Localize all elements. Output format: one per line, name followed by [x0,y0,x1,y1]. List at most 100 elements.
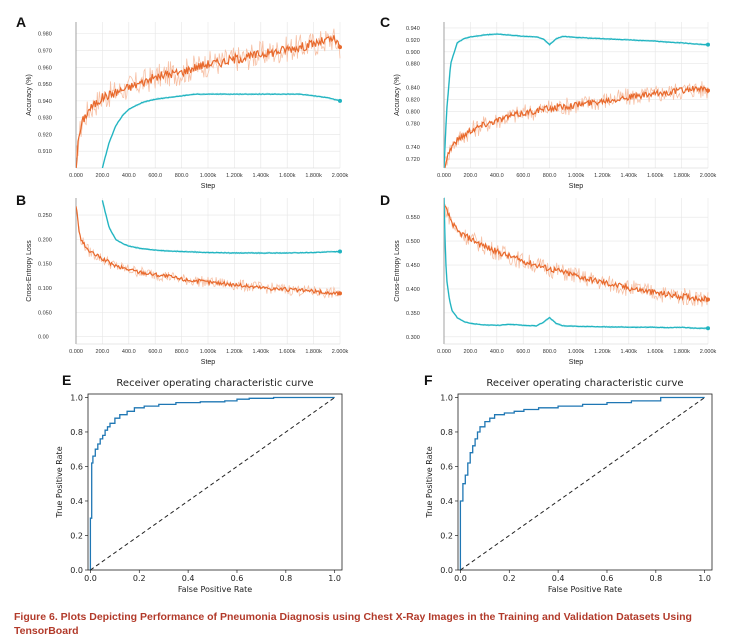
chart-title: Receiver operating characteristic curve [486,378,683,389]
x-tick-label: 2.000k [332,173,349,179]
x-tick-label: 1.400k [253,349,270,355]
y-tick-label: 0.940 [38,99,52,105]
x-tick-label: 800.0 [175,173,189,179]
panel-letter: F [424,372,433,388]
y-tick-label: 0.6 [440,462,453,471]
series-line-val [444,197,709,330]
panel-e: E Receiver operating characteristic curve… [10,370,370,600]
x-tick-label: 800.0 [543,173,557,179]
chart-svg-d: 0.000 200.0 400.0 600.0 800.0 1.000k 1.200k 1.4… [394,197,717,366]
x-tick-label: 1.600k [647,173,664,179]
panel-f: F Receiver operating characteristic curve… [380,370,740,600]
y-tick-label: 0.740 [406,145,420,151]
x-tick-label: 0.000 [437,349,451,355]
x-tick-label: 200.0 [464,349,478,355]
y-tick-label: 0.940 [406,26,420,32]
y-axis-label: Cross-Entropy Loss [394,240,401,302]
x-tick-label: 1.0 [328,574,341,583]
x-tick-label: 1.400k [621,173,638,179]
chart-svg-b: 0.000 200.0 400.0 600.0 800.0 1.000k 1.200k 1.4… [26,198,349,366]
y-tick-label: 0.950 [38,82,52,88]
x-tick-label: 600.0 [148,349,162,355]
x-tick-label: 400.0 [490,349,504,355]
chart-svg-e: Receiver operating characteristic curve 0… [55,378,343,594]
x-tick-label: 1.200k [226,173,243,179]
chart-svg-a: 0.000 200.0 400.0 600.0 800.0 1.000k 1.200k 1.4… [26,22,349,190]
x-tick-label: 400.0 [122,173,136,179]
x-tick-label: 0.4 [182,574,195,583]
x-axis-label: Step [201,183,216,190]
y-tick-label: 0.250 [38,213,52,219]
panel-d: D 0.000 200.0 400.0 600.0 800.0 1.000k 1.200k 1.… [378,184,728,370]
x-tick-label: 600.0 [148,173,162,179]
roc-curve [459,396,705,570]
series-line-val [101,200,341,254]
y-tick-label: 0.550 [406,215,420,221]
y-tick-label: 0.450 [406,263,420,269]
x-tick-label: 1.000k [200,349,217,355]
x-tick-label: 800.0 [543,349,557,355]
y-tick-label: 0.4 [440,497,453,506]
x-tick-label: 600.0 [516,349,530,355]
chance-line [90,397,335,571]
panel-a: A 0.000 200.0 400.0 600.0 800.0 1.000k 1.200k 1.… [10,8,360,190]
y-tick-label: 0.900 [406,50,420,56]
y-tick-label: 0.920 [406,38,420,44]
x-tick-label: 1.400k [253,173,270,179]
x-tick-label: 1.800k [305,349,322,355]
x-tick-label: 1.000k [568,349,585,355]
x-tick-label: 0.6 [601,574,614,583]
y-tick-label: 0.300 [406,335,420,341]
y-tick-label: 0.00 [38,335,49,341]
x-tick-label: 0.8 [279,574,292,583]
y-tick-label: 0.930 [38,116,52,122]
plot-frame [87,393,343,571]
x-axis-label: Step [201,359,216,366]
series-line-train [76,34,341,168]
y-tick-label: 0.780 [406,121,420,127]
x-tick-label: 0.6 [231,574,244,583]
series-endpoint-train [338,291,342,296]
y-tick-label: 0.150 [38,262,52,268]
x-axis-label: False Positive Rate [548,585,622,594]
x-tick-label: 2.000k [700,349,717,355]
x-tick-label: 200.0 [96,173,110,179]
series-line-train [444,85,709,168]
y-axis-label: True Positive Rate [425,446,434,518]
x-tick-label: 1.000k [568,173,585,179]
x-tick-label: 1.0 [698,574,711,583]
plot-frame [457,393,713,571]
x-tick-label: 1.000k [200,173,217,179]
y-tick-label: 1.0 [440,393,453,402]
y-tick-label: 0.2 [440,531,453,540]
x-tick-label: 400.0 [122,349,136,355]
y-tick-label: 0.960 [38,65,52,71]
y-tick-label: 0.0 [70,566,83,575]
x-tick-label: 0.000 [437,173,451,179]
y-tick-label: 1.0 [70,393,83,402]
x-tick-label: 0.0 [454,574,467,583]
series-endpoint-train [706,88,710,93]
x-tick-label: 0.8 [649,574,662,583]
panel-c: C 0.000 200.0 400.0 600.0 800.0 1.000k 1.200k 1.… [378,8,728,190]
x-tick-label: 400.0 [490,173,504,179]
panel-letter: E [62,372,72,388]
series-line-val [444,33,709,168]
series-endpoint-train [338,45,342,50]
x-tick-label: 800.0 [175,349,189,355]
y-tick-label: 0.0 [440,566,453,575]
panel-letter: D [380,192,391,208]
y-tick-label: 0.980 [38,32,52,38]
x-tick-label: 2.000k [332,349,349,355]
series-halo-val [101,200,341,255]
y-axis-label: Cross-Entropy Loss [26,240,33,302]
y-tick-label: 0.400 [406,287,420,293]
series-line-val [101,93,341,168]
y-tick-label: 0.840 [406,86,420,92]
y-tick-label: 0.8 [70,428,83,437]
y-axis-label: Accuracy (%) [394,74,401,116]
x-tick-label: 1.600k [279,173,296,179]
x-tick-label: 1.800k [673,349,690,355]
series-endpoint-val [706,42,710,47]
panel-b: B 0.000 200.0 400.0 600.0 800.0 1.000k 1.200k 1.… [10,184,360,370]
